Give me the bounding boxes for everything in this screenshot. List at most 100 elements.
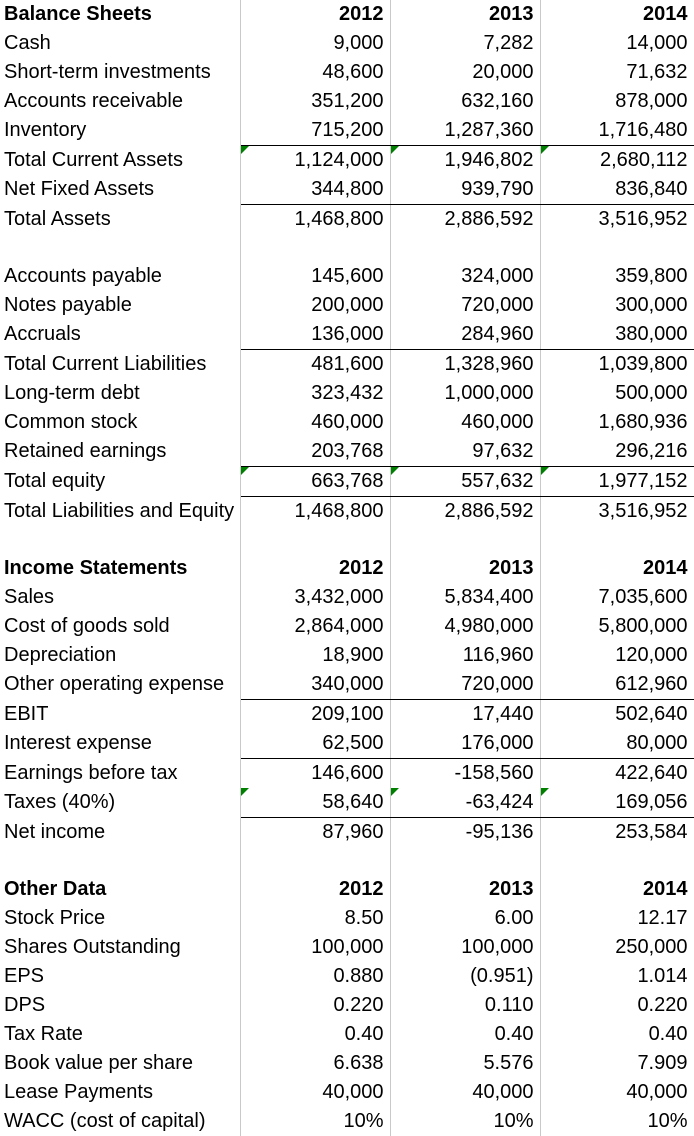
value-cell: 10% [390,1107,540,1136]
value-cell: 250,000 [540,933,694,962]
empty-cell [0,847,240,875]
value-cell: 344,800 [240,175,390,205]
table-row: Accruals136,000284,960380,000 [0,320,694,350]
value-cell: 3,516,952 [540,205,694,235]
value-cell: 40,000 [540,1078,694,1107]
value-cell: 100,000 [240,933,390,962]
value-cell: (0.951) [390,962,540,991]
section-header-row: Other Data201220132014 [0,875,694,904]
row-label: Stock Price [0,904,240,933]
value-cell: 1,468,800 [240,497,390,527]
value-cell: 460,000 [240,408,390,437]
value-cell: 12.17 [540,904,694,933]
table-row: Notes payable200,000720,000300,000 [0,291,694,320]
row-label: Total Assets [0,205,240,235]
year-header: 2013 [390,875,540,904]
value-cell: 836,840 [540,175,694,205]
value-cell: 2,886,592 [390,497,540,527]
table-row: Long-term debt323,4321,000,000500,000 [0,379,694,408]
value-cell: 481,600 [240,350,390,380]
value-cell: 1,328,960 [390,350,540,380]
value-cell: 62,500 [240,729,390,759]
table-row: Taxes (40%)58,640-63,424169,056 [0,788,694,818]
table-row: EBIT209,10017,440502,640 [0,700,694,730]
spacer-row [0,847,694,875]
row-label: Retained earnings [0,437,240,467]
value-cell: 351,200 [240,87,390,116]
value-cell: 146,600 [240,759,390,789]
value-cell: 1,680,936 [540,408,694,437]
row-label: Net income [0,818,240,848]
table-row: Lease Payments40,00040,00040,000 [0,1078,694,1107]
year-header: 2012 [240,554,390,583]
table-row: Total Current Liabilities481,6001,328,96… [0,350,694,380]
value-cell: 145,600 [240,262,390,291]
value-cell: 340,000 [240,670,390,700]
row-label: Total Current Liabilities [0,350,240,380]
table-row: Other operating expense340,000720,000612… [0,670,694,700]
table-row: Common stock460,000460,0001,680,936 [0,408,694,437]
row-label: Net Fixed Assets [0,175,240,205]
value-cell: 324,000 [390,262,540,291]
value-cell: 1,468,800 [240,205,390,235]
value-cell: 296,216 [540,437,694,467]
value-cell: -63,424 [390,788,540,818]
section-header-row: Income Statements201220132014 [0,554,694,583]
row-label: Depreciation [0,641,240,670]
financial-table: Balance Sheets201220132014Cash9,0007,282… [0,0,694,1136]
row-label: Total equity [0,467,240,497]
section-title: Income Statements [0,554,240,583]
value-cell: 2,864,000 [240,612,390,641]
empty-cell [540,847,694,875]
row-label: Earnings before tax [0,759,240,789]
value-cell: 5,834,400 [390,583,540,612]
value-cell: 2,886,592 [390,205,540,235]
value-cell: 10% [240,1107,390,1136]
table-row: Cash9,0007,28214,000 [0,29,694,58]
value-cell: 40,000 [390,1078,540,1107]
spacer-row [0,526,694,554]
value-cell: 4,980,000 [390,612,540,641]
value-cell: 58,640 [240,788,390,818]
value-cell: 0.40 [390,1020,540,1049]
empty-cell [240,234,390,262]
value-cell: 663,768 [240,467,390,497]
empty-cell [0,526,240,554]
empty-cell [240,526,390,554]
value-cell: 209,100 [240,700,390,730]
empty-cell [240,847,390,875]
value-cell: 1,716,480 [540,116,694,146]
value-cell: 176,000 [390,729,540,759]
value-cell: 1.014 [540,962,694,991]
row-label: WACC (cost of capital) [0,1107,240,1136]
value-cell: 14,000 [540,29,694,58]
table-row: Accounts receivable351,200632,160878,000 [0,87,694,116]
table-row: Total Liabilities and Equity1,468,8002,8… [0,497,694,527]
section-header-row: Balance Sheets201220132014 [0,0,694,29]
value-cell: 0.40 [240,1020,390,1049]
value-cell: 80,000 [540,729,694,759]
row-label: Accounts payable [0,262,240,291]
table-row: Cost of goods sold2,864,0004,980,0005,80… [0,612,694,641]
table-row: Sales3,432,0005,834,4007,035,600 [0,583,694,612]
value-cell: 2,680,112 [540,146,694,176]
value-cell: 48,600 [240,58,390,87]
value-cell: 5.576 [390,1049,540,1078]
row-label: Interest expense [0,729,240,759]
table-row: Total Assets1,468,8002,886,5923,516,952 [0,205,694,235]
table-row: Shares Outstanding100,000100,000250,000 [0,933,694,962]
value-cell: 253,584 [540,818,694,848]
value-cell: 460,000 [390,408,540,437]
value-cell: 97,632 [390,437,540,467]
value-cell: 7.909 [540,1049,694,1078]
row-label: Taxes (40%) [0,788,240,818]
table-row: Accounts payable145,600324,000359,800 [0,262,694,291]
value-cell: 720,000 [390,291,540,320]
row-label: Cash [0,29,240,58]
table-row: Net income87,960-95,136253,584 [0,818,694,848]
value-cell: 87,960 [240,818,390,848]
year-header: 2014 [540,875,694,904]
value-cell: 17,440 [390,700,540,730]
row-label: Notes payable [0,291,240,320]
table-row: Short-term investments48,60020,00071,632 [0,58,694,87]
